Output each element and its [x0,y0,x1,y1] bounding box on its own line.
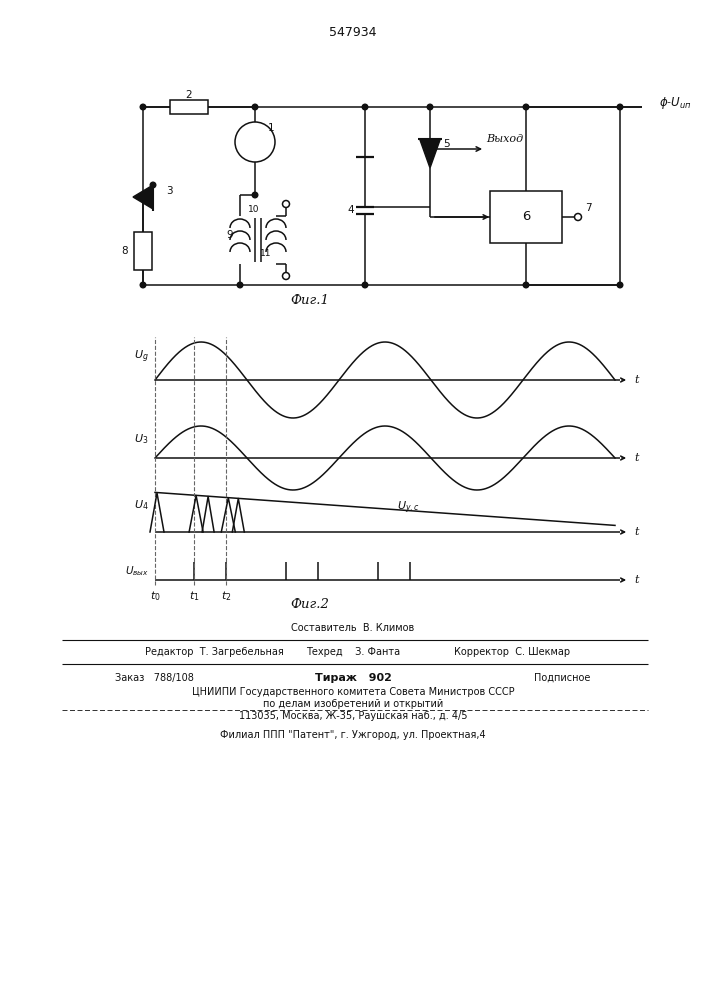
Circle shape [140,282,146,288]
Text: по делам изобретений и открытий: по делам изобретений и открытий [263,699,443,709]
Circle shape [140,194,146,200]
Text: 10: 10 [248,206,259,215]
Text: $t_0$: $t_0$ [150,589,160,603]
Text: 5: 5 [443,139,450,149]
Text: 8: 8 [122,246,128,256]
Text: 11: 11 [260,249,271,258]
Bar [170,100,208,114]
Text: 9: 9 [227,230,233,240]
Text: Фиг.1: Фиг.1 [291,294,329,306]
Text: Техред    З. Фанта: Техред З. Фанта [306,647,400,657]
Circle shape [283,200,289,208]
Text: 547934: 547934 [329,25,377,38]
Circle shape [617,282,623,288]
Text: 3: 3 [165,186,173,196]
Text: Выход: Выход [486,134,524,144]
Text: t: t [635,527,639,537]
Text: 6: 6 [522,211,530,224]
Text: t: t [635,575,639,585]
Circle shape [617,104,623,110]
Text: Заказ   788/108: Заказ 788/108 [115,673,194,683]
Text: 7: 7 [585,203,591,213]
Bar [134,232,152,270]
Circle shape [575,214,581,221]
Text: t: t [635,453,639,463]
Text: Тираж   902: Тираж 902 [315,673,392,683]
Text: Составитель  В. Климов: Составитель В. Климов [291,623,414,633]
Text: 2: 2 [186,90,192,100]
Text: $U_g$: $U_g$ [134,349,148,365]
Bar [490,191,562,243]
Text: Редактор  Т. Загребельная: Редактор Т. Загребельная [145,647,284,657]
Text: Корректор  С. Шекмар: Корректор С. Шекмар [454,647,570,657]
Text: $U_{вых}$: $U_{вых}$ [125,564,149,578]
Text: $U_{у.с}$: $U_{у.с}$ [397,500,419,516]
Circle shape [427,104,433,110]
Text: $\phi$-$U_{uп}$: $\phi$-$U_{uп}$ [659,95,691,111]
Circle shape [283,272,289,279]
Text: 113035, Москва, Ж-35, Раушская наб., д. 4/5: 113035, Москва, Ж-35, Раушская наб., д. … [239,711,467,721]
Circle shape [523,282,529,288]
Text: Подписное: Подписное [534,673,590,683]
Text: $t_2$: $t_2$ [221,589,232,603]
Polygon shape [133,185,153,209]
Circle shape [140,104,146,110]
Text: 1: 1 [268,123,274,133]
Text: ЦНИИПИ Государственного комитета Совета Министров СССР: ЦНИИПИ Государственного комитета Совета … [192,687,514,697]
Circle shape [362,282,368,288]
Text: 4: 4 [348,205,354,215]
Circle shape [427,146,433,152]
Text: Фиг.2: Фиг.2 [291,598,329,611]
Circle shape [238,282,243,288]
Text: $U_3$: $U_3$ [134,432,148,446]
Circle shape [235,122,275,162]
Polygon shape [420,140,440,168]
Text: Филиал ППП "Патент", г. Ужгород, ул. Проектная,4: Филиал ППП "Патент", г. Ужгород, ул. Про… [220,730,486,740]
Text: $U_4$: $U_4$ [134,499,148,512]
Circle shape [150,182,156,188]
Circle shape [362,104,368,110]
Text: $t_1$: $t_1$ [189,589,199,603]
Circle shape [523,104,529,110]
Circle shape [252,192,258,198]
Text: t: t [635,375,639,385]
Circle shape [252,104,258,110]
